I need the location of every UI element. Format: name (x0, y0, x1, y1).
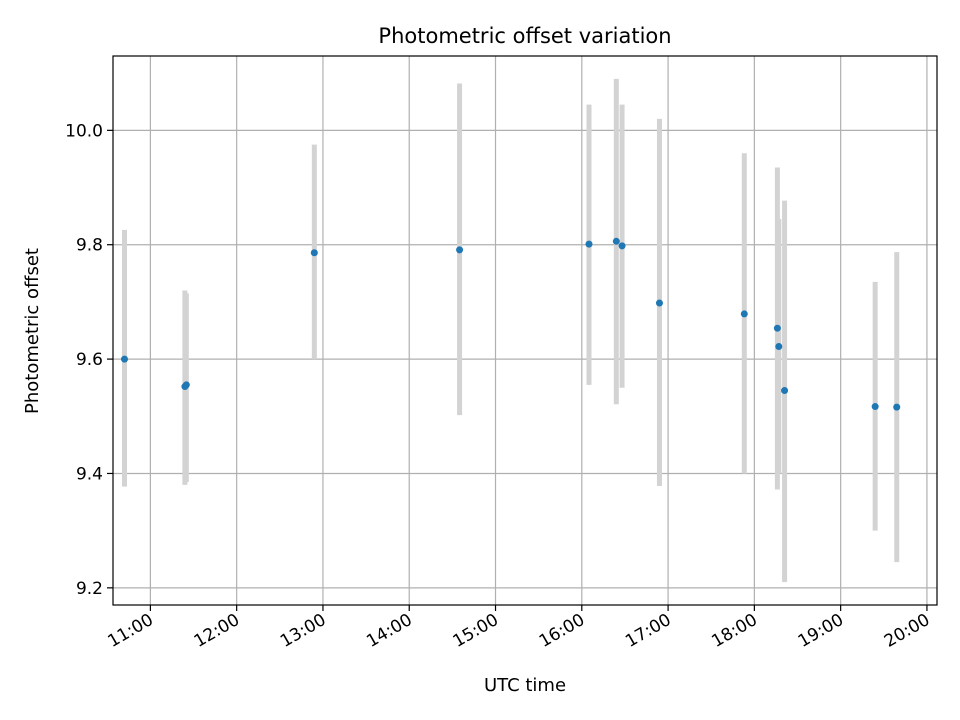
data-point (456, 246, 464, 254)
data-point (871, 403, 879, 411)
chart-title: Photometric offset variation (378, 24, 671, 48)
data-point (618, 242, 626, 250)
y-tick-label: 9.6 (76, 350, 103, 370)
data-point (893, 403, 901, 411)
y-axis-title: Photometric offset (22, 248, 43, 414)
data-point (585, 240, 593, 248)
data-points (121, 237, 901, 411)
y-tick-label: 10.0 (65, 121, 103, 141)
data-point (740, 310, 748, 318)
data-point (773, 324, 781, 332)
plot-frame (112, 55, 938, 606)
data-point (781, 387, 789, 395)
data-point (182, 381, 190, 389)
y-tick-label: 9.4 (76, 464, 103, 484)
y-tick-label: 9.8 (76, 236, 103, 256)
x-axis-title: UTC time (484, 675, 566, 696)
y-tick-label: 9.2 (76, 579, 103, 599)
y-axis: 9.2 9.4 9.6 9.8 10.0 (65, 121, 113, 599)
data-point (655, 299, 663, 307)
data-point (775, 343, 783, 351)
grid (113, 56, 937, 605)
data-point (121, 355, 129, 363)
data-point (612, 237, 620, 245)
data-point (310, 249, 318, 257)
